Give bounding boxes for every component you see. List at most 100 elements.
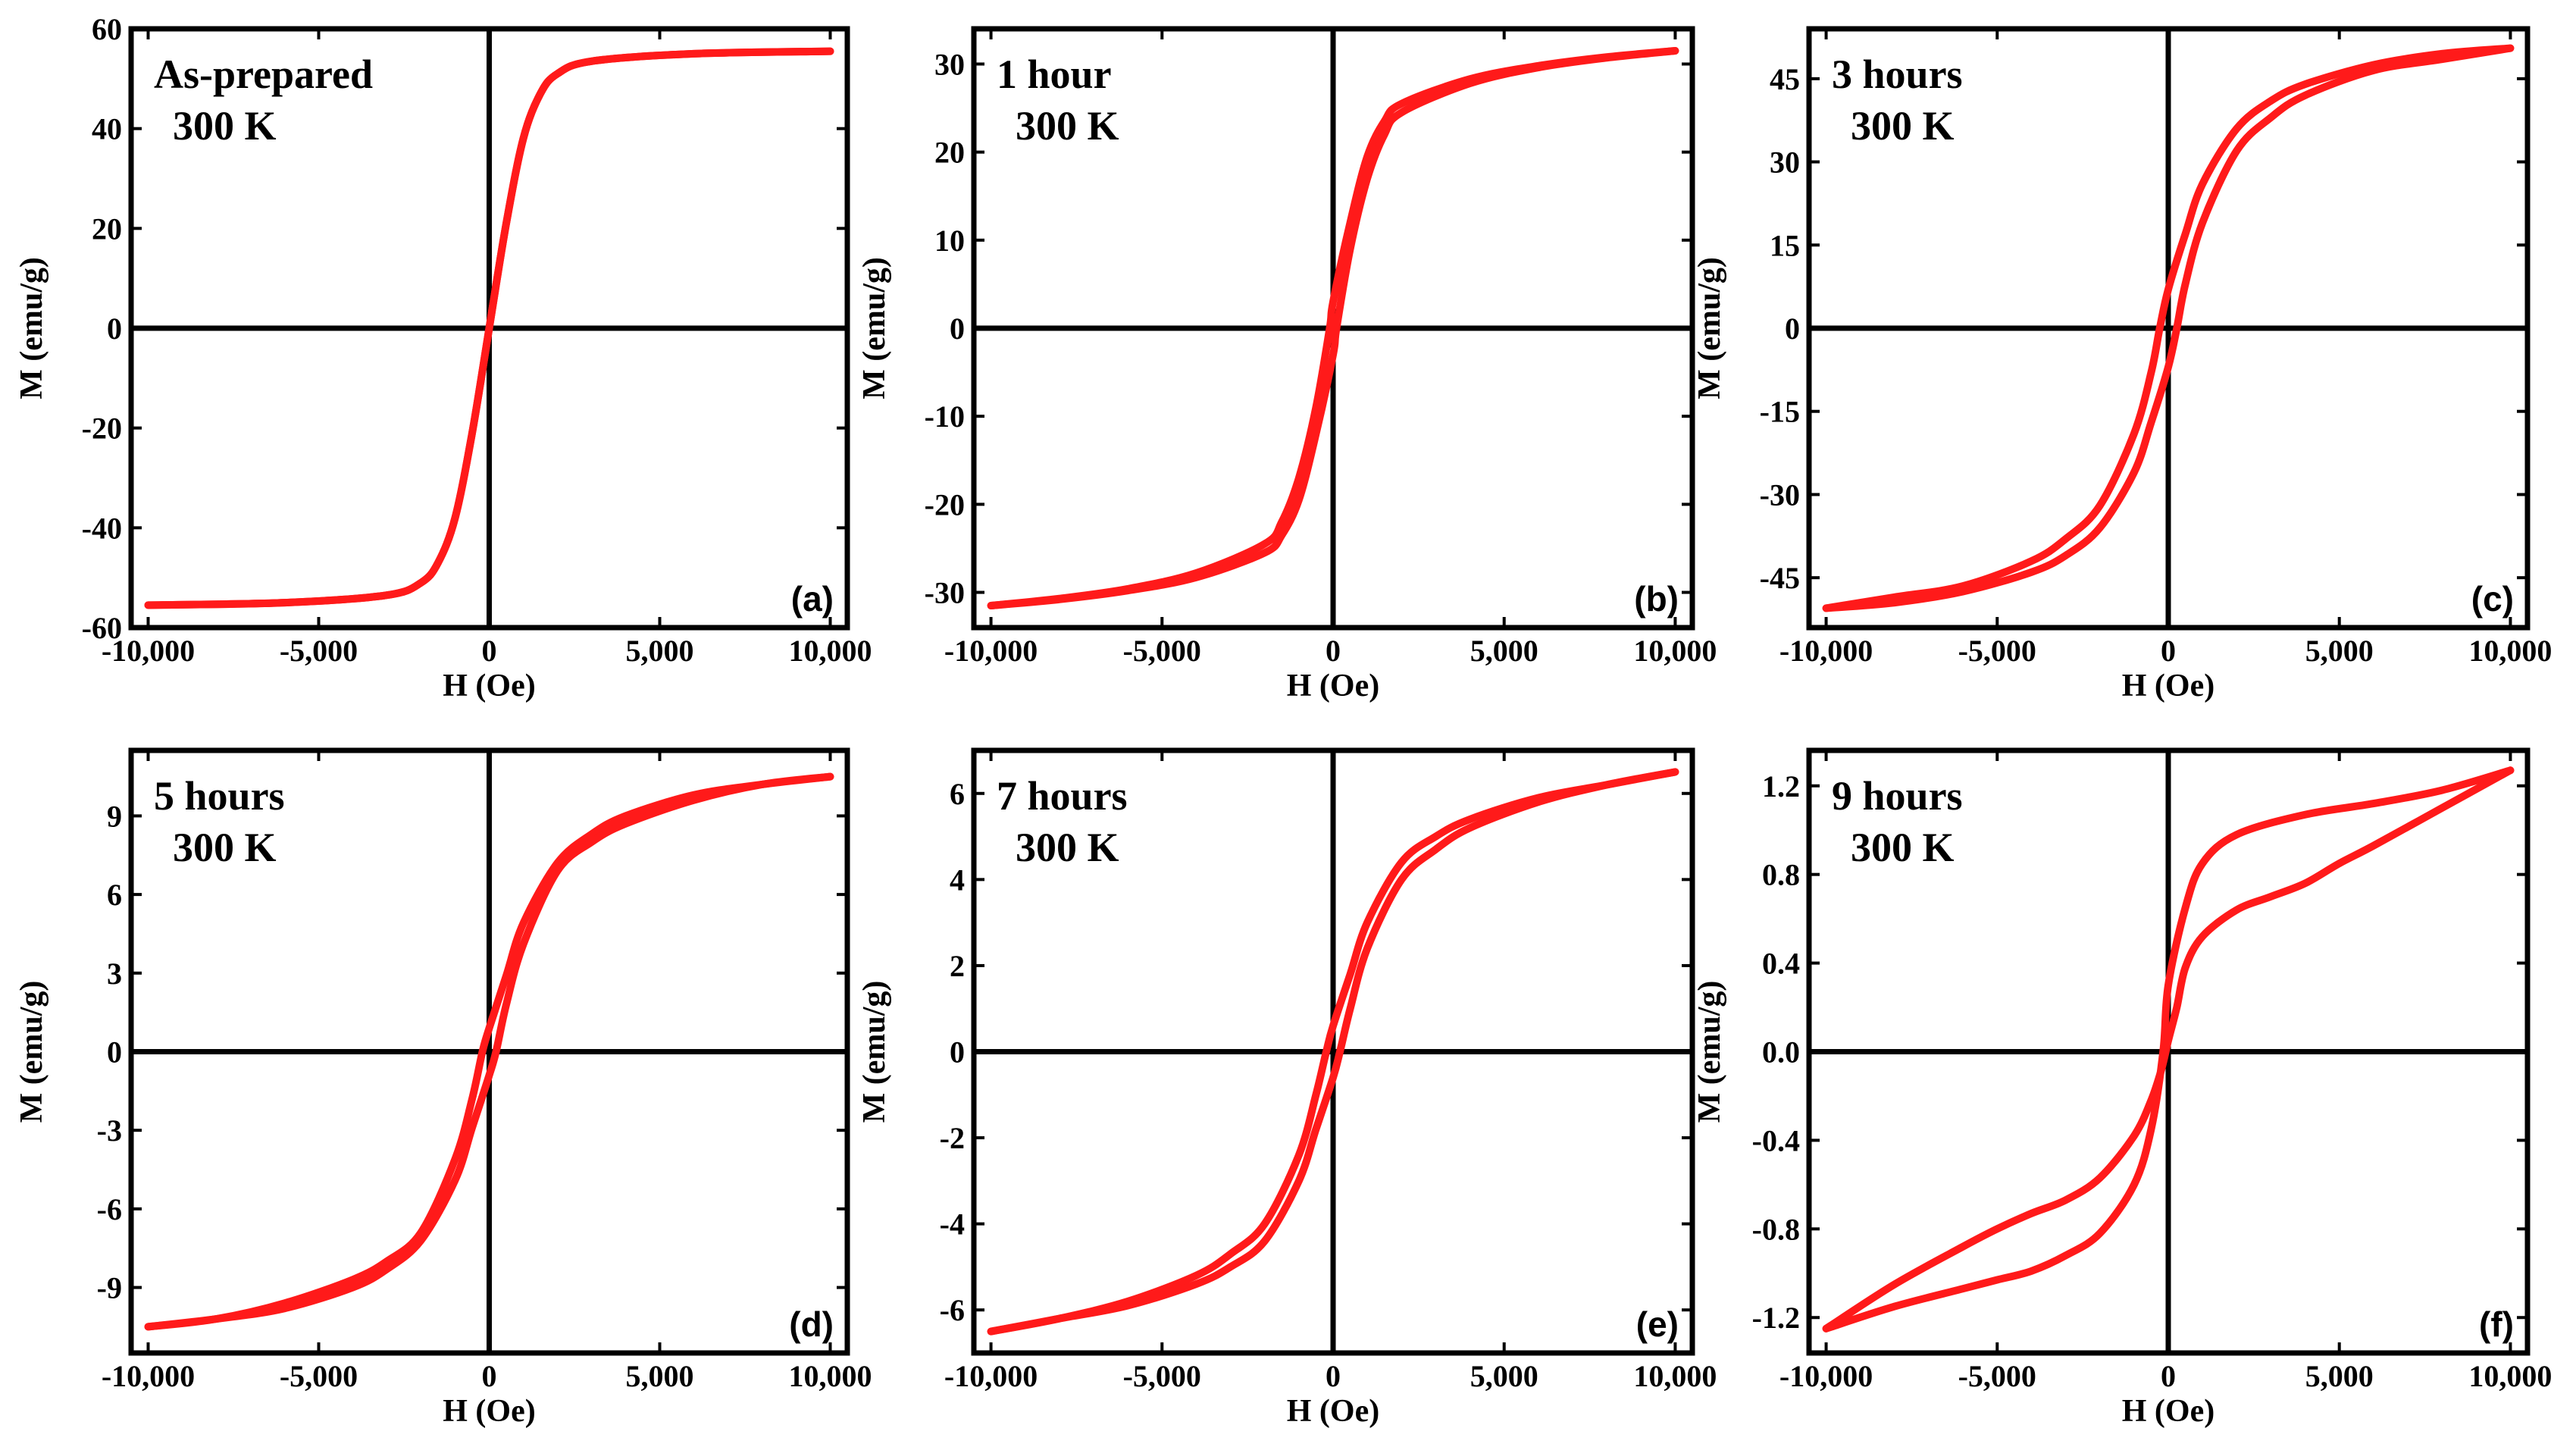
y-tick-label: 10 [934, 224, 965, 258]
y-tick-label: 2 [950, 949, 965, 983]
x-tick-label: 5,000 [626, 1359, 694, 1393]
y-tick-label: 0 [950, 312, 965, 346]
y-tick-label: 6 [107, 878, 122, 912]
y-tick-label: -45 [1760, 561, 1800, 595]
x-tick-label: 0 [1326, 634, 1341, 668]
hysteresis-curve-descending [1822, 44, 2515, 612]
x-tick-label: -5,000 [280, 634, 358, 668]
panel-temperature: 300 K [1016, 103, 1119, 149]
panel-e: -10,000 -5,000 0 5,000 10,000 -6 -4 -2 0 2 4 6 H (Oe… [857, 747, 1717, 1429]
panel-b: -10,000 -5,000 0 5,000 10,000 -30 -20 -10 0 10 20 3… [857, 26, 1717, 703]
y-tick-label: 4 [950, 863, 965, 897]
x-tick-label: -10,000 [1779, 634, 1873, 668]
x-axis-label: H (Oe) [1287, 669, 1379, 703]
y-tick-label: 0 [107, 1035, 122, 1069]
y-tick-label: -6 [97, 1192, 122, 1226]
panel-letter: (e) [1636, 1304, 1679, 1344]
y-tick-label: -10 [925, 399, 965, 434]
x-tick-label: -10,000 [102, 1359, 195, 1393]
y-tick-label: 0.4 [1762, 947, 1800, 981]
y-tick-label: -0.4 [1752, 1123, 1800, 1157]
x-tick-label: 10,000 [2468, 1359, 2552, 1393]
panel-title: 9 hours [1832, 773, 1963, 819]
x-axis-label: H (Oe) [2122, 1394, 2214, 1429]
y-tick-label: -40 [82, 511, 122, 545]
y-tick-label: 45 [1770, 62, 1800, 96]
panel-c: -10,000 -5,000 0 5,000 10,000 -45 -30 -15 0 15 30 4… [1692, 26, 2552, 703]
x-tick-label: 10,000 [1633, 634, 1717, 668]
panel-title: 7 hours [997, 773, 1128, 819]
y-tick-label: -1.2 [1752, 1301, 1800, 1335]
x-tick-label: -5,000 [280, 1359, 358, 1393]
hysteresis-curve-ascending [987, 47, 1679, 609]
y-tick-label: 0.0 [1762, 1035, 1800, 1069]
y-tick-label: 30 [1770, 146, 1800, 180]
y-tick-label: -15 [1760, 395, 1800, 429]
x-tick-label: -5,000 [1123, 1359, 1201, 1393]
y-tick-label: 3 [107, 957, 122, 991]
y-tick-label: 0.8 [1762, 858, 1800, 892]
y-axis-label: M (emu/g) [1692, 257, 1727, 399]
hysteresis-curve-descending [987, 768, 1679, 1336]
x-tick-label: 5,000 [2305, 1359, 2374, 1393]
x-tick-label: 5,000 [1470, 634, 1538, 668]
hysteresis-curve-ascending [144, 47, 834, 609]
panel-letter: (c) [2471, 579, 2514, 619]
x-tick-label: -10,000 [1779, 1359, 1873, 1393]
panel-title: As-prepared [154, 52, 373, 97]
panel-temperature: 300 K [1851, 825, 1955, 870]
x-tick-label: -10,000 [102, 634, 195, 668]
x-tick-label: 5,000 [626, 634, 694, 668]
panel-title: 1 hour [997, 52, 1112, 97]
y-tick-label: 9 [107, 799, 122, 833]
y-tick-label: 20 [92, 211, 122, 246]
x-tick-label: -10,000 [944, 634, 1038, 668]
panel-f: -10,000 -5,000 0 5,000 10,000 -1.2 -0.8 -0.4 0.0… [1692, 747, 2552, 1429]
panel-temperature: 300 K [173, 103, 277, 149]
hysteresis-curve-ascending [987, 768, 1679, 1336]
y-tick-label: -4 [940, 1207, 965, 1242]
y-tick-label: -9 [97, 1271, 122, 1305]
x-tick-label: 0 [482, 1359, 497, 1393]
x-tick-label: 0 [1326, 1359, 1341, 1393]
x-tick-label: 10,000 [1633, 1359, 1717, 1393]
panel-letter: (d) [789, 1304, 834, 1344]
x-axis-label: H (Oe) [443, 1394, 535, 1429]
x-tick-label: -5,000 [1123, 634, 1201, 668]
x-tick-label: 10,000 [2468, 634, 2552, 668]
panel-temperature: 300 K [1016, 825, 1119, 870]
y-tick-label: 40 [92, 112, 122, 146]
panel-d: -10,000 -5,000 0 5,000 10,000 -9 -6 -3 0 3 6 9 H (Oe… [14, 747, 872, 1429]
panel-letter: (f) [2479, 1304, 2514, 1344]
y-axis-label: M (emu/g) [857, 981, 892, 1123]
y-tick-label: 0 [107, 312, 122, 346]
panel-letter: (b) [1634, 579, 1679, 619]
y-axis-label: M (emu/g) [14, 981, 49, 1123]
panel-title: 3 hours [1832, 52, 1963, 97]
x-tick-label: 10,000 [789, 1359, 872, 1393]
y-tick-label: 1.2 [1762, 769, 1800, 803]
x-tick-label: -5,000 [1958, 634, 2036, 668]
y-tick-label: -0.8 [1752, 1212, 1800, 1246]
x-tick-label: -5,000 [1958, 1359, 2036, 1393]
y-tick-label: 20 [934, 136, 965, 170]
y-tick-label: -6 [940, 1293, 965, 1327]
y-tick-label: 30 [934, 47, 965, 81]
x-axis-label: H (Oe) [2122, 669, 2214, 703]
x-tick-label: 0 [2161, 1359, 2176, 1393]
y-tick-label: -2 [940, 1121, 965, 1155]
hysteresis-curve-ascending [1822, 766, 2515, 1333]
x-tick-label: -10,000 [944, 1359, 1038, 1393]
y-tick-label: -20 [82, 412, 122, 446]
y-axis-label: M (emu/g) [857, 257, 892, 399]
x-axis-label: H (Oe) [443, 669, 535, 703]
y-tick-label: 0 [950, 1035, 965, 1069]
y-axis-label: M (emu/g) [14, 257, 49, 399]
y-axis-label: M (emu/g) [1692, 981, 1727, 1123]
y-tick-label: -60 [82, 611, 122, 645]
hysteresis-curve-ascending [144, 772, 834, 1331]
y-tick-label: 15 [1770, 228, 1800, 262]
y-tick-label: 6 [950, 777, 965, 811]
panel-letter: (a) [791, 579, 834, 619]
